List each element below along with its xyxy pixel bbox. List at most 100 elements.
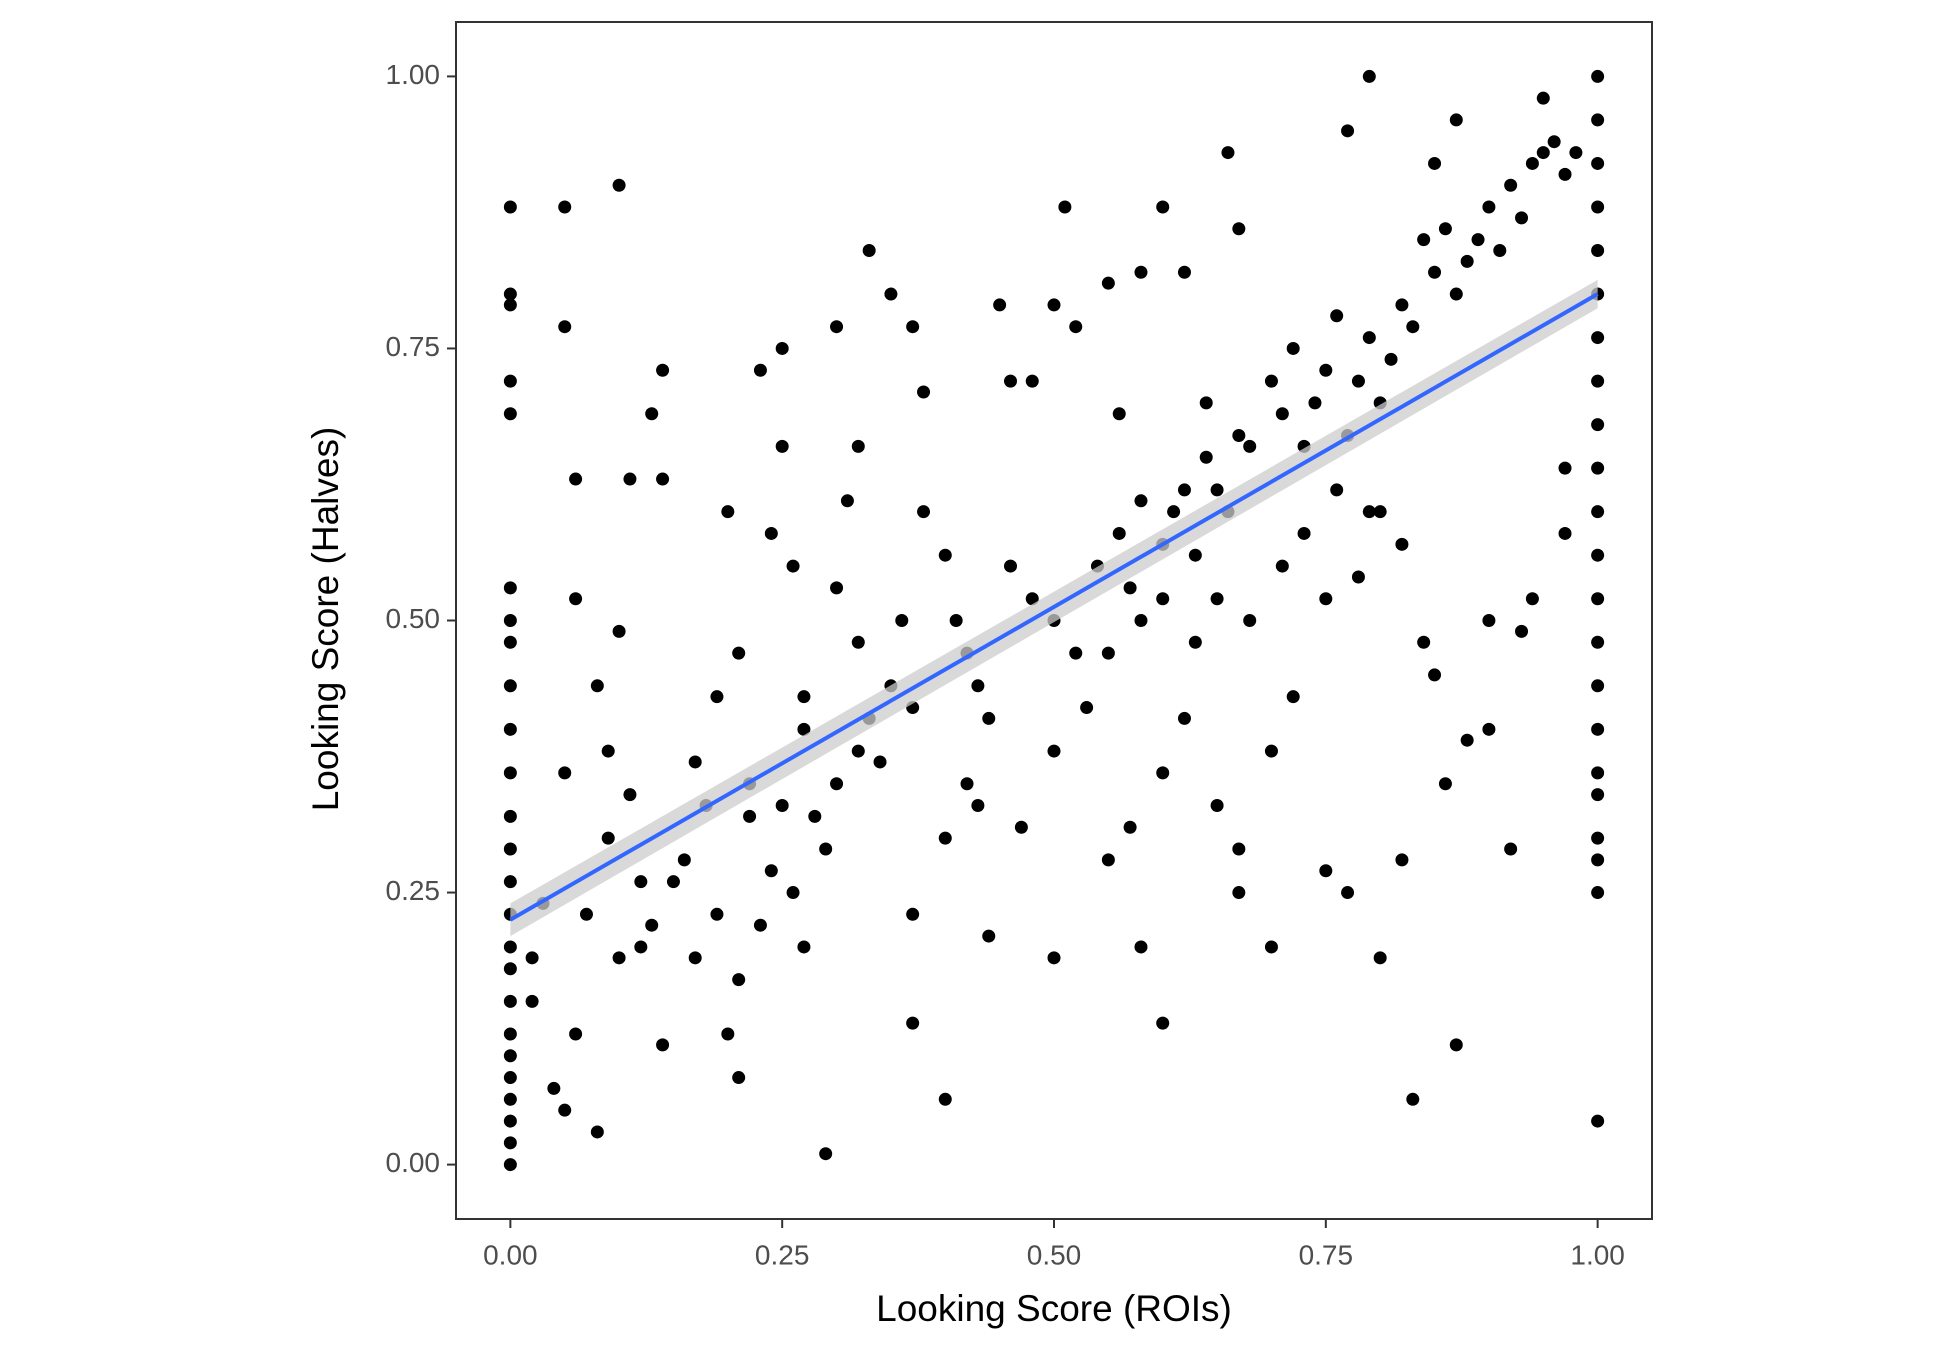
- point: [1319, 363, 1333, 377]
- point: [656, 363, 670, 377]
- point: [503, 614, 517, 627]
- point: [775, 798, 789, 812]
- point: [1319, 864, 1333, 878]
- point: [503, 581, 517, 595]
- point: [1330, 483, 1344, 497]
- point: [1591, 244, 1605, 258]
- point: [1101, 853, 1115, 867]
- point: [503, 842, 517, 856]
- point: [1112, 526, 1126, 540]
- point: [1264, 374, 1278, 388]
- point: [1243, 614, 1257, 627]
- point: [503, 766, 517, 780]
- point: [503, 1027, 517, 1041]
- point: [503, 809, 517, 823]
- point: [1558, 167, 1572, 181]
- point: [993, 298, 1007, 312]
- point: [1112, 407, 1126, 421]
- point: [1591, 592, 1605, 606]
- point: [1275, 407, 1289, 421]
- point: [1069, 646, 1083, 660]
- point: [503, 940, 517, 954]
- point: [1243, 439, 1257, 453]
- point: [775, 341, 789, 355]
- point: [938, 831, 952, 845]
- point: [503, 407, 517, 421]
- point: [753, 363, 767, 377]
- point: [569, 1027, 583, 1041]
- point: [601, 744, 615, 758]
- point: [1232, 886, 1246, 900]
- point: [1123, 581, 1137, 595]
- point: [1341, 124, 1355, 138]
- point: [1591, 461, 1605, 475]
- point: [503, 962, 517, 976]
- point: [1482, 200, 1496, 214]
- point: [1167, 505, 1181, 519]
- point: [1177, 265, 1191, 279]
- point: [1025, 592, 1039, 606]
- point: [558, 200, 572, 214]
- point: [503, 1114, 517, 1128]
- point: [623, 472, 637, 486]
- point: [710, 690, 724, 704]
- point: [710, 907, 724, 921]
- point: [1591, 722, 1605, 736]
- point: [851, 635, 865, 649]
- plot-area: [503, 69, 1605, 1172]
- point: [1373, 951, 1387, 965]
- point: [1373, 505, 1387, 519]
- point: [1047, 744, 1061, 758]
- point: [503, 722, 517, 736]
- point: [1047, 951, 1061, 965]
- point: [1188, 548, 1202, 562]
- y-tick-label: 1.00: [386, 59, 441, 90]
- point: [971, 679, 985, 693]
- point: [743, 809, 757, 823]
- point: [1101, 276, 1115, 290]
- point: [851, 744, 865, 758]
- point: [612, 178, 626, 192]
- y-tick-label: 0.25: [386, 875, 441, 906]
- point: [1417, 233, 1431, 247]
- point: [830, 581, 844, 595]
- point: [819, 1147, 833, 1161]
- point: [1438, 222, 1452, 236]
- point: [1395, 298, 1409, 312]
- x-tick-label: 0.75: [1299, 1239, 1354, 1270]
- point: [590, 679, 604, 693]
- point: [732, 646, 746, 660]
- point: [1134, 940, 1148, 954]
- point: [1591, 1114, 1605, 1128]
- point: [797, 722, 811, 736]
- point: [1058, 200, 1072, 214]
- point: [503, 875, 517, 889]
- point: [1004, 559, 1018, 573]
- y-axis-title: Looking Score (Halves): [305, 427, 346, 812]
- point: [558, 320, 572, 334]
- point: [1428, 265, 1442, 279]
- point: [1330, 309, 1344, 323]
- point: [895, 614, 909, 627]
- point: [634, 875, 648, 889]
- point: [1482, 614, 1496, 627]
- point: [503, 287, 517, 301]
- point: [982, 711, 996, 725]
- point: [1362, 69, 1376, 83]
- point: [971, 798, 985, 812]
- point: [721, 505, 735, 519]
- point: [1558, 461, 1572, 475]
- point: [503, 679, 517, 693]
- point: [1232, 429, 1246, 443]
- point: [612, 951, 626, 965]
- point: [1591, 418, 1605, 432]
- point: [1428, 156, 1442, 170]
- point: [1384, 352, 1398, 366]
- point: [862, 244, 876, 258]
- point: [830, 320, 844, 334]
- point: [1417, 635, 1431, 649]
- point: [503, 1092, 517, 1106]
- point: [666, 875, 680, 889]
- point: [1449, 113, 1463, 127]
- x-tick-label: 0.00: [483, 1239, 538, 1270]
